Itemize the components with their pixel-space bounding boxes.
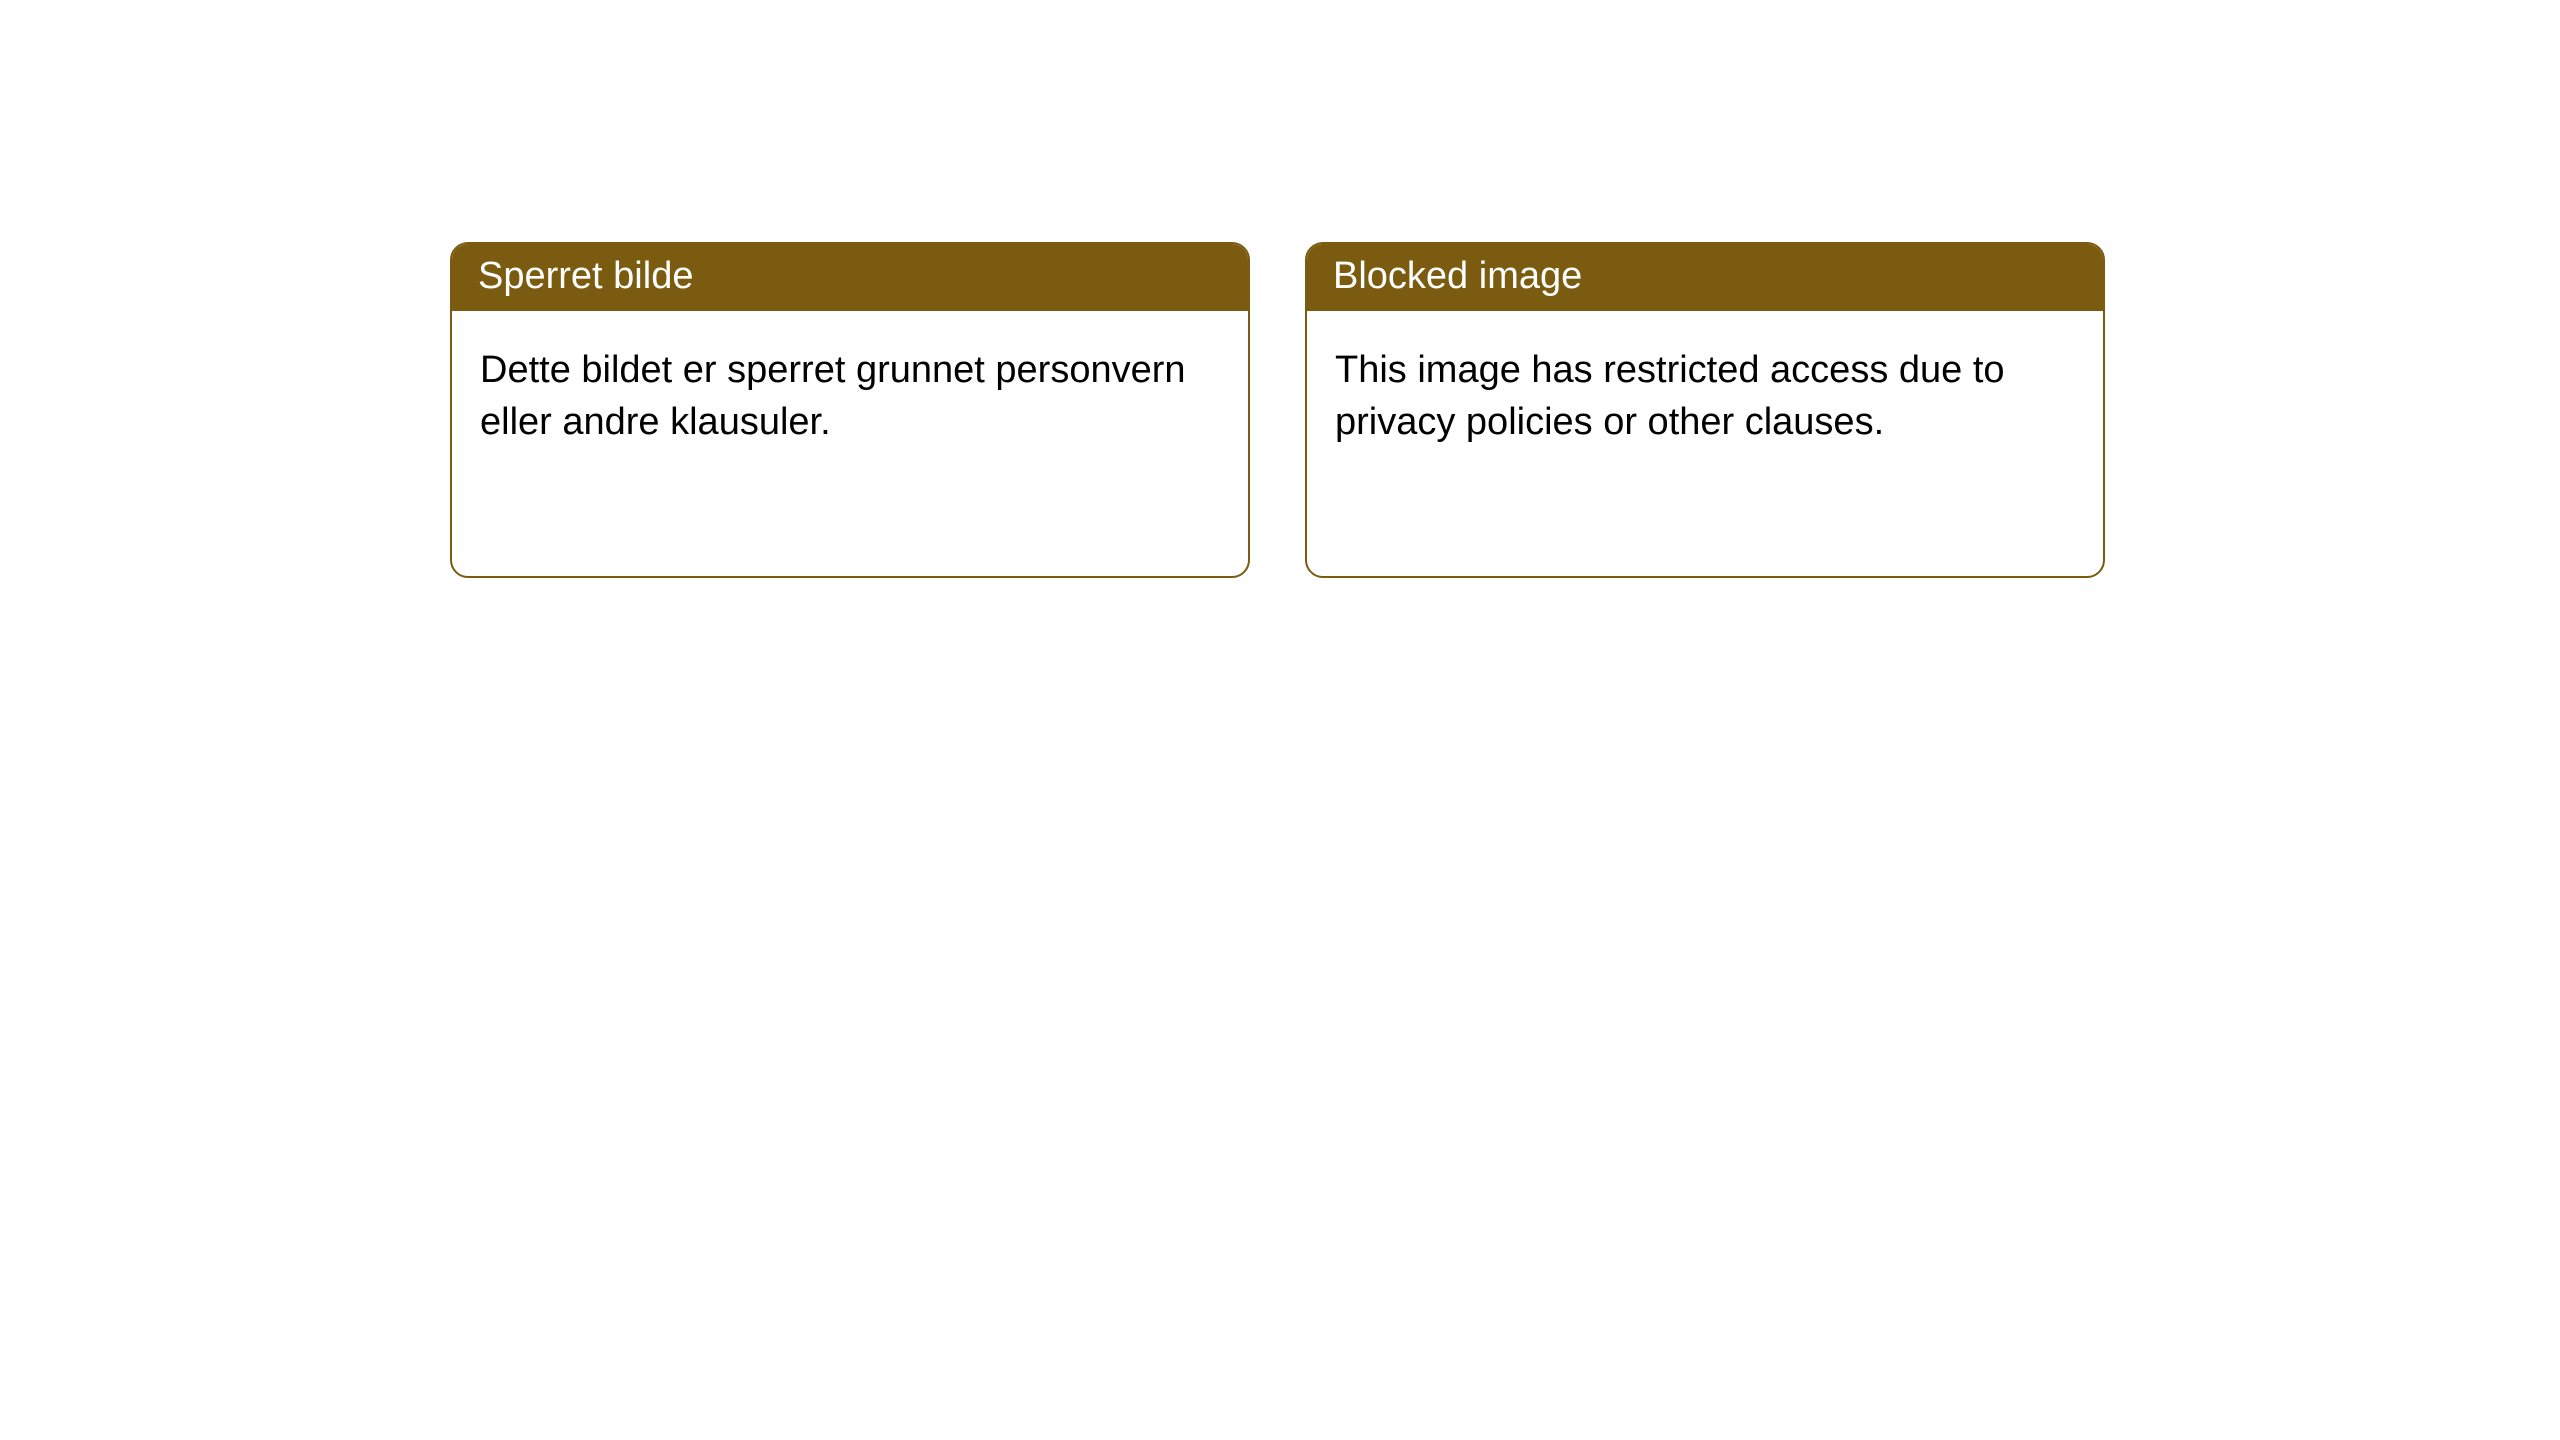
blocked-image-card-no: Sperret bilde Dette bildet er sperret gr… (450, 242, 1250, 578)
card-title: Blocked image (1333, 255, 1582, 297)
card-title: Sperret bilde (478, 255, 693, 297)
card-body-text: This image has restricted access due to … (1335, 349, 2005, 442)
card-header: Sperret bilde (452, 244, 1248, 311)
card-body-text: Dette bildet er sperret grunnet personve… (480, 349, 1186, 442)
card-body: Dette bildet er sperret grunnet personve… (452, 311, 1248, 482)
card-header: Blocked image (1307, 244, 2103, 311)
blocked-image-card-en: Blocked image This image has restricted … (1305, 242, 2105, 578)
card-body: This image has restricted access due to … (1307, 311, 2103, 482)
notice-container: Sperret bilde Dette bildet er sperret gr… (0, 0, 2560, 578)
